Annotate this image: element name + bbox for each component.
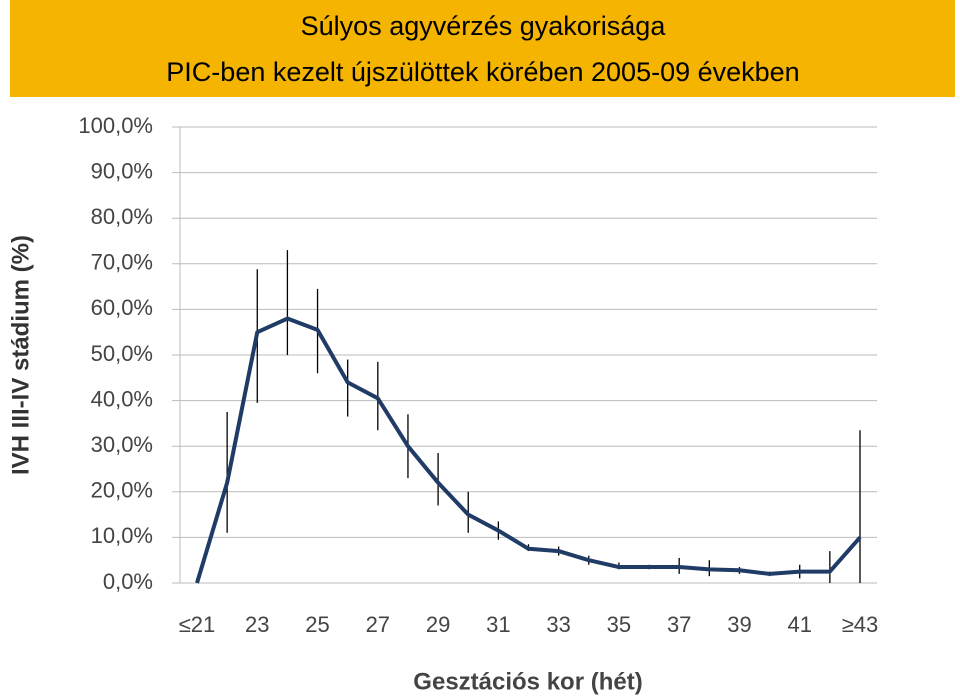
x-axis-label: Gesztációs kor (hét) <box>413 668 642 695</box>
x-tick-label: 39 <box>727 612 751 637</box>
x-tick-label: ≥43 <box>842 612 879 637</box>
y-tick-label: 60,0% <box>91 295 153 320</box>
chart-title: Súlyos agyvérzés gyakorisága <box>301 11 667 41</box>
y-tick-label: 90,0% <box>91 158 153 183</box>
x-tick-label: 23 <box>245 612 269 637</box>
y-tick-label: 30,0% <box>91 432 153 457</box>
y-tick-label: 50,0% <box>91 341 153 366</box>
x-tick-label: 35 <box>607 612 631 637</box>
data-line <box>195 316 862 584</box>
x-tick-label: 25 <box>305 612 329 637</box>
x-tick-label: ≤21 <box>179 612 216 637</box>
x-tick-label: 33 <box>546 612 570 637</box>
y-axis-label: IVH III-IV stádium (%) <box>7 235 34 475</box>
chart-subtitle: PIC-ben kezelt újszülöttek körében 2005-… <box>166 57 799 87</box>
y-tick-label: 100,0% <box>78 113 153 138</box>
x-tick-label: 27 <box>366 612 390 637</box>
x-tick-label: 41 <box>787 612 811 637</box>
x-tick-label: 37 <box>667 612 691 637</box>
y-tick-label: 0,0% <box>103 569 153 594</box>
y-tick-label: 80,0% <box>91 204 153 229</box>
x-tick-label: 31 <box>486 612 510 637</box>
y-tick-label: 10,0% <box>91 523 153 548</box>
y-tick-label: 40,0% <box>91 386 153 411</box>
y-tick-label: 70,0% <box>91 250 153 275</box>
title-banner <box>10 0 955 97</box>
x-tick-label: 29 <box>426 612 450 637</box>
y-tick-label: 20,0% <box>91 478 153 503</box>
